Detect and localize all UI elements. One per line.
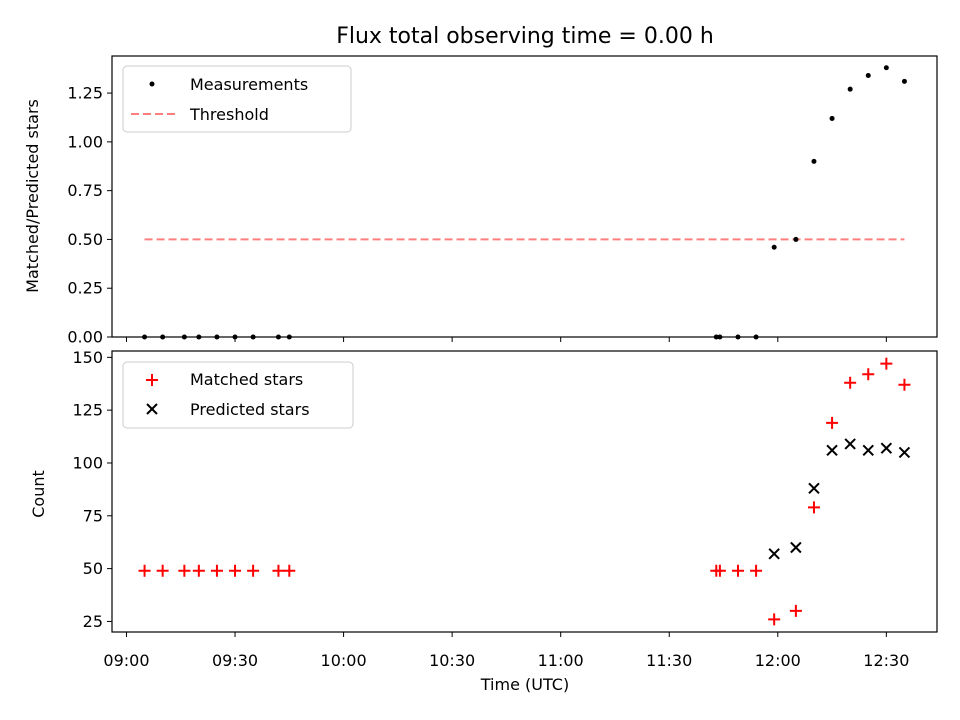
top-y-ticks: 0.00 0.25 0.50 0.75 1.00 1.25: [67, 84, 112, 347]
bottom-xtick-label: 11:30: [646, 651, 692, 670]
matched-star-point: [138, 564, 151, 577]
legend-predicted-label: Predicted stars: [190, 400, 310, 419]
bottom-ytick-label: 100: [72, 453, 103, 472]
top-y-axis-label: Matched/Predicted stars: [23, 99, 42, 293]
matched-star-point: [210, 564, 223, 577]
legend-measurements-marker: [149, 81, 155, 87]
matched-star-point: [731, 564, 744, 577]
predicted-star-point: [880, 442, 893, 454]
x-axis-label: Time (UTC): [480, 675, 569, 694]
measurement-point: [811, 158, 817, 164]
top-ytick-label: 1.25: [67, 84, 103, 103]
top-ytick-label: 0.00: [67, 328, 103, 347]
bottom-xtick-label: 11:00: [538, 651, 584, 670]
top-legend: Measurements Threshold: [122, 65, 352, 133]
bottom-ytick-label: 125: [72, 401, 103, 420]
matched-star-point: [880, 357, 893, 370]
top-marks: [142, 65, 907, 340]
predicted-star-point: [768, 548, 780, 560]
matched-star-point: [750, 564, 763, 577]
legend-predicted-marker: [146, 403, 158, 415]
measurement-point: [771, 244, 777, 250]
top-x-ticks: [125, 337, 887, 342]
measurement-point: [865, 73, 871, 79]
bottom-ytick-label: 25: [83, 612, 103, 631]
predicted-star-point: [898, 446, 911, 459]
chart-title: Flux total observing time = 0.00 h: [336, 24, 714, 49]
measurement-point: [883, 65, 889, 71]
matched-star-point: [272, 564, 285, 577]
matched-star-point: [789, 604, 802, 617]
measurement-point: [793, 236, 799, 242]
bottom-xtick-label: 10:00: [321, 651, 367, 670]
matched-star-point: [862, 368, 875, 381]
legend-threshold-label: Threshold: [189, 105, 269, 124]
bottom-y-ticks: 25 50 75 100 125 150: [72, 348, 112, 631]
predicted-star-point: [808, 482, 820, 495]
matched-star-point: [713, 564, 726, 577]
bottom-xtick-label: 09:30: [212, 651, 258, 670]
matched-star-point: [283, 564, 296, 577]
bottom-xtick-label: 12:00: [755, 651, 801, 670]
matched-star-point: [178, 564, 191, 577]
legend-matched-marker: [146, 374, 158, 386]
top-ytick-label: 1.00: [67, 132, 103, 151]
matched-star-point: [247, 564, 260, 577]
predicted-star-point: [862, 444, 874, 457]
matched-star-point: [844, 376, 857, 389]
matched-star-point: [898, 378, 911, 391]
matched-star-point: [807, 501, 820, 514]
legend-measurements-label: Measurements: [190, 75, 308, 94]
top-axes-frame: [111, 55, 938, 338]
top-ytick-label: 0.75: [67, 181, 103, 200]
bottom-axes-frame: [111, 350, 938, 633]
bottom-xtick-label: 09:00: [103, 651, 149, 670]
predicted-star-point: [826, 444, 838, 457]
bottom-ytick-label: 75: [83, 506, 103, 525]
matched-star-point: [768, 613, 781, 626]
bottom-x-ticks: 09:00 09:30 10:00 10:30 11:00 11:30 12:00 12:30: [103, 632, 909, 670]
legend-matched-label: Matched stars: [190, 370, 303, 389]
top-ytick-label: 0.25: [67, 279, 103, 298]
bottom-ytick-label: 50: [83, 559, 103, 578]
bottom-xtick-label: 12:30: [863, 651, 909, 670]
bottom-legend: Matched stars Predicted stars: [122, 361, 354, 429]
bottom-xtick-label: 10:30: [429, 651, 475, 670]
top-legend-frame: [122, 65, 352, 133]
bottom-legend-frame: [122, 361, 354, 429]
matched-star-point: [826, 416, 839, 429]
top-ytick-label: 0.50: [67, 230, 103, 249]
measurement-point: [829, 115, 835, 121]
matched-star-point: [229, 564, 242, 577]
matched-star-point: [156, 564, 169, 577]
predicted-star-point: [790, 541, 802, 554]
matched-star-point: [192, 564, 205, 577]
bottom-ytick-label: 150: [72, 348, 103, 367]
bottom-marks: [138, 357, 911, 626]
top-panel: Flux total observing time = 0.00 h Match…: [23, 24, 938, 347]
predicted-star-point: [844, 438, 856, 450]
measurement-point: [901, 78, 907, 84]
measurement-point: [847, 86, 853, 92]
bottom-y-axis-label: Count: [29, 470, 48, 518]
